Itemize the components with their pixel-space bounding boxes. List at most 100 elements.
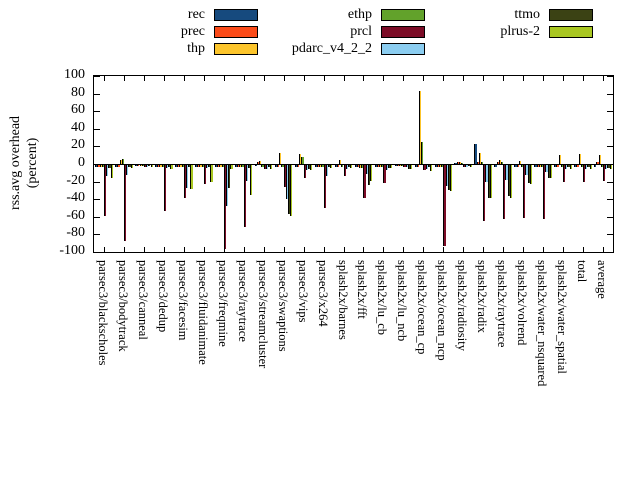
chart-bar-thp (159, 165, 162, 167)
x-tick-mark-top (483, 76, 485, 81)
y-tick-mark (607, 234, 613, 236)
chart-bar-prcl (143, 165, 147, 167)
chart-bar-ethp (401, 165, 404, 166)
x-tick-label-text: parsec3/blackscholes (95, 260, 110, 366)
chart-bar-plrus-2 (609, 165, 612, 170)
y-tick-mark (607, 128, 613, 130)
chart-bar-rec (414, 165, 417, 167)
x-tick-mark-top (583, 76, 585, 81)
y-tick-label: 60 (71, 102, 85, 118)
chart-bar-rec (95, 165, 98, 167)
x-tick-mark-bottom (463, 247, 465, 252)
legend-swatch-prcl (381, 25, 425, 38)
x-tick-mark-bottom (503, 247, 505, 252)
chart-bar-pdarc_v4_2_2 (485, 165, 488, 182)
chart-bar-prec (416, 165, 419, 167)
x-tick-mark-top (183, 76, 185, 81)
chart-bar-thp (558, 155, 561, 164)
chart-bar-plrus-2 (449, 165, 453, 192)
x-tick-mark-bottom (323, 247, 325, 252)
chart-bar-ttmo (427, 165, 430, 167)
chart-bar-ethp (560, 165, 564, 167)
chart-bar-ethp (281, 165, 284, 167)
legend-item-thp: thp (60, 40, 258, 57)
legend-swatch-ttmo (549, 8, 593, 21)
x-tick-mark-top (543, 76, 545, 81)
y-tick-mark (607, 146, 613, 148)
y-axis-title-line: rss.avg overhead (8, 115, 23, 211)
x-tick-mark-bottom (603, 247, 605, 252)
chart-bar-rec (354, 165, 357, 167)
chart-bar-ethp (540, 165, 544, 167)
chart-bar-prec (336, 165, 340, 167)
chart-bar-prcl (203, 165, 206, 185)
chart-bar-prec (496, 162, 499, 164)
chart-bar-pdarc_v4_2_2 (265, 165, 269, 169)
chart-bar-prec (157, 165, 160, 167)
x-tick-label-text: parsec3/freqmine (215, 260, 230, 347)
x-tick-mark-top (603, 76, 605, 81)
chart-bar-thp (299, 154, 302, 164)
chart-bar-ethp (381, 165, 384, 167)
chart-bar-prec (576, 165, 579, 167)
y-tick-label: -80 (66, 225, 85, 241)
chart-bar-rec (294, 165, 297, 167)
x-tick-label-text: parsec3/raytrace (235, 260, 250, 342)
x-tick-label-text: splash2x/ocean_cp (415, 260, 430, 355)
bar-cluster-splash2x/ocean_cp (413, 76, 433, 252)
chart-bar-ethp (121, 158, 124, 164)
legend-item-rec: rec (60, 6, 258, 23)
chart-bar-pdarc_v4_2_2 (605, 165, 608, 169)
chart-bar-ttmo (148, 165, 151, 166)
chart-bar-ethp (500, 162, 504, 164)
y-tick-mark (607, 181, 613, 183)
chart-bar-ethp (421, 142, 424, 164)
x-tick-mark-top (423, 76, 425, 81)
chart-bar-pdarc_v4_2_2 (565, 165, 568, 169)
x-tick-mark-top (143, 76, 145, 81)
x-tick-mark-bottom (223, 247, 225, 252)
x-tick-label-text: total (575, 260, 590, 283)
x-tick-label-text: splash2x/ocean_ncp (435, 260, 450, 361)
x-tick-mark-top (383, 76, 385, 81)
chart-bar-pdarc_v4_2_2 (525, 165, 528, 175)
chart-bar-prec (277, 165, 280, 167)
x-tick-mark-top (343, 76, 345, 81)
chart-bar-plrus-2 (429, 165, 433, 172)
y-tick-mark (94, 111, 100, 113)
chart-bar-ttmo (587, 165, 590, 167)
chart-bar-ethp (101, 165, 104, 167)
chart-bar-ttmo (447, 165, 450, 190)
x-tick-label-text: parsec3/fluidanimate (195, 260, 210, 365)
x-tick-label-text: splash2x/water_nsquared (535, 260, 550, 387)
bar-cluster-splash2x/water_nsquared (533, 76, 553, 252)
chart-bar-ttmo (168, 165, 171, 167)
y-tick-mark (607, 199, 613, 201)
chart-bar-pdarc_v4_2_2 (106, 165, 109, 177)
chart-bar-ethp (481, 162, 484, 164)
chart-bar-thp (279, 152, 282, 164)
chart-bar-ttmo (347, 165, 351, 167)
chart-bar-pdarc_v4_2_2 (245, 165, 249, 181)
chart-bar-prcl (343, 165, 346, 177)
x-tick-label-text: parsec3/swaptions (275, 260, 290, 352)
chart-bar-thp (119, 159, 122, 164)
chart-bar-rec (534, 165, 537, 167)
x-tick-label-text: parsec3/x264 (315, 260, 330, 327)
chart-bar-pdarc_v4_2_2 (545, 165, 548, 173)
chart-bar-pdarc_v4_2_2 (225, 165, 229, 207)
chart-bar-pdarc_v4_2_2 (345, 165, 348, 169)
legend-item-prec: prec (60, 23, 258, 40)
x-tick-mark-bottom (203, 247, 205, 252)
chart-bar-pdarc_v4_2_2 (205, 165, 209, 168)
chart-bar-plrus-2 (170, 165, 173, 170)
bar-cluster-average (593, 76, 613, 252)
bar-cluster-parsec3/swaptions (274, 76, 294, 252)
chart-bar-pdarc_v4_2_2 (385, 165, 388, 171)
chart-bar-ethp (261, 165, 264, 167)
chart-bar-prec (197, 165, 200, 167)
chart-bar-prec (296, 165, 300, 167)
chart-bar-plrus-2 (509, 165, 512, 198)
y-tick-mark (94, 128, 100, 130)
y-tick-mark (94, 234, 100, 236)
